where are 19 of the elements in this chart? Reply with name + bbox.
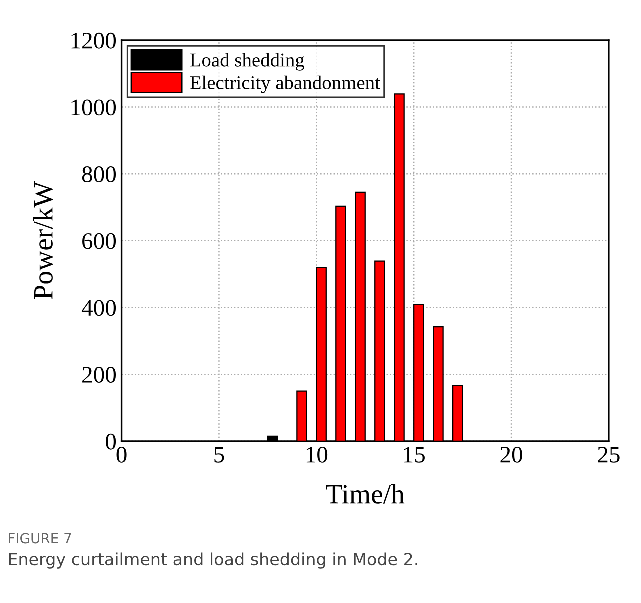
y-tick-label: 400 (82, 300, 116, 316)
legend-label: Electricity abandonment (190, 76, 380, 94)
y-tick-label: 1000 (72, 100, 116, 116)
x-tick-label: 5 (214, 447, 224, 463)
x-tick-label: 10 (306, 446, 328, 463)
x-tick-label: 25 (598, 447, 620, 463)
legend-label: Load shedding (190, 53, 304, 71)
x-tick-label: 15 (404, 447, 425, 463)
x-tick-label: 20 (500, 446, 522, 463)
y-tick-label: 0 (106, 434, 116, 450)
y-tick-label: 600 (82, 233, 116, 250)
y-tick-label: 800 (82, 166, 116, 182)
y-axis-title: Power/kW (33, 182, 54, 300)
y-tick-label: 200 (82, 367, 116, 383)
caption: FIGURE 7 (9, 533, 72, 544)
x-axis-title: Time/h (326, 484, 405, 504)
text: Energy curtailment and load shedding in Mode 2. (9, 552, 418, 569)
x-tick-label: 0 (116, 446, 127, 463)
y-tick-label: 1200 (72, 32, 116, 49)
